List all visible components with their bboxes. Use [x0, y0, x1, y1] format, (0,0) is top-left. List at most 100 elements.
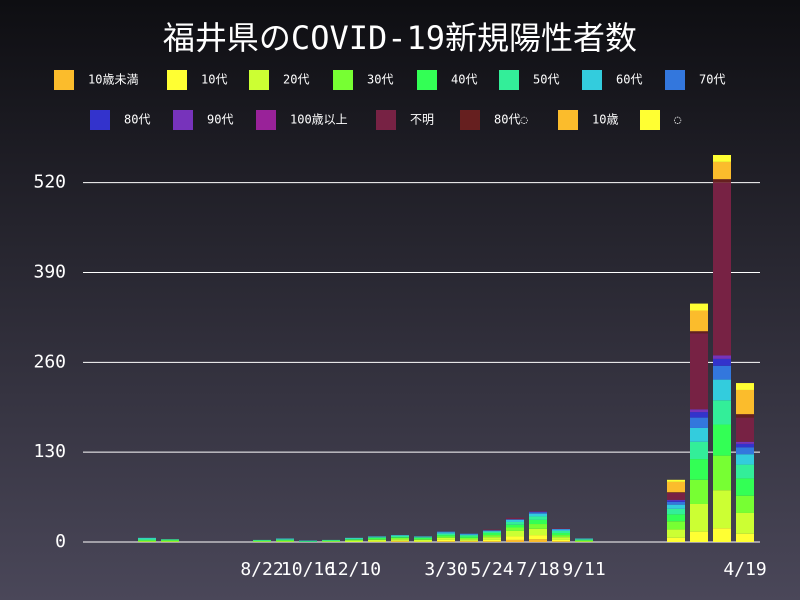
- legend-swatch: [333, 70, 353, 90]
- bar-segment: [391, 541, 409, 542]
- bar-segment: [437, 535, 455, 537]
- bar-segment: [414, 541, 432, 542]
- bar-segment: [345, 539, 363, 540]
- bar-segment: [667, 521, 685, 530]
- bar-segment: [736, 441, 754, 444]
- bar-segment: [322, 539, 340, 541]
- bar-segment: [529, 511, 547, 513]
- bar-segment: [690, 303, 708, 311]
- legend-label: 80代: [124, 113, 150, 127]
- x-tick-label: 8/22: [240, 559, 283, 580]
- bar-segment: [690, 331, 708, 334]
- bar-segment: [391, 540, 409, 542]
- legend-swatch: [376, 110, 396, 130]
- x-tick-label: 12/10: [327, 559, 381, 580]
- bar-segment: [276, 538, 294, 540]
- legend-swatch: [460, 110, 480, 130]
- bar-segment: [414, 536, 432, 538]
- legend-swatch: [256, 110, 276, 130]
- legend-swatch: [54, 70, 74, 90]
- x-tick-label: 3/30: [424, 559, 467, 580]
- bar-segment: [552, 533, 570, 536]
- bar-segment: [506, 524, 524, 528]
- bar-segment: [552, 535, 570, 538]
- bar-segment: [391, 537, 409, 538]
- bar-segment: [460, 535, 478, 537]
- bar-segment: [552, 530, 570, 534]
- bar-segment: [529, 524, 547, 529]
- bar-segment: [529, 513, 547, 517]
- legend-label: 90代: [207, 113, 233, 127]
- y-tick-label: 0: [55, 531, 66, 552]
- bar-segment: [437, 536, 455, 538]
- bar-segment: [736, 454, 754, 465]
- bar-segment: [299, 541, 317, 542]
- bar-segment: [529, 512, 547, 514]
- bar-segment: [552, 528, 570, 530]
- bar-segment: [736, 443, 754, 448]
- bar-segment: [460, 540, 478, 542]
- bar-segment: [713, 528, 731, 542]
- bar-segment: [690, 441, 708, 460]
- legend-swatch: [417, 70, 437, 90]
- bar-segment: [161, 539, 179, 541]
- bar-segment: [161, 541, 179, 542]
- bar-segment: [414, 537, 432, 540]
- x-tick-label: 7/18: [516, 559, 559, 580]
- bar-segment: [667, 481, 685, 493]
- bar-segment: [391, 537, 409, 540]
- bar-segment: [667, 499, 685, 501]
- bar-segment: [368, 539, 386, 542]
- bar-segment: [483, 535, 501, 538]
- bar-segment: [460, 537, 478, 540]
- bar-segment: [506, 527, 524, 531]
- bar-segment: [460, 541, 478, 542]
- legend-swatch: [665, 70, 685, 90]
- bar-segment: [483, 531, 501, 534]
- bar-segment: [414, 539, 432, 542]
- bar-segment: [345, 539, 363, 541]
- bar-segment: [713, 355, 731, 359]
- bar-segment: [713, 400, 731, 425]
- legend-swatch: [167, 70, 187, 90]
- bar-segment: [253, 541, 271, 542]
- bar-segment: [690, 310, 708, 332]
- bar-segment: [552, 528, 570, 529]
- bar-segment: [690, 409, 708, 413]
- bar-segment: [667, 500, 685, 502]
- bar-segment: [529, 535, 547, 540]
- bar-segment: [437, 533, 455, 536]
- x-tick-label: 5/24: [470, 559, 513, 580]
- legend-label: 10代: [201, 73, 227, 87]
- legend-label: 70代: [699, 73, 725, 87]
- bar-segment: [552, 539, 570, 542]
- bar-segment: [552, 537, 570, 540]
- bar-segment: [437, 532, 455, 534]
- bar-segment: [483, 539, 501, 542]
- bar-segment: [414, 537, 432, 538]
- bar-segment: [345, 540, 363, 542]
- legend-label: 40代: [451, 73, 477, 87]
- bar-segment: [529, 516, 547, 520]
- bar-segment: [736, 495, 754, 513]
- bar-segment: [506, 536, 524, 540]
- bar-segment: [529, 510, 547, 512]
- bar-segment: [253, 540, 271, 542]
- bar-segment: [736, 417, 754, 442]
- legend-swatch: [249, 70, 269, 90]
- bar-segment: [483, 530, 501, 531]
- bar-segment: [552, 529, 570, 531]
- bar-segment: [736, 383, 754, 390]
- bar-segment: [529, 519, 547, 525]
- bar-segment: [667, 492, 685, 493]
- legend-label: 50代: [533, 73, 559, 87]
- bar-segment: [276, 540, 294, 542]
- bar-segment: [506, 530, 524, 537]
- bar-segment: [368, 536, 386, 538]
- bar-segment: [667, 501, 685, 505]
- legend-swatch: [499, 70, 519, 90]
- bar-segment: [667, 492, 685, 500]
- bar-segment: [690, 503, 708, 532]
- y-tick-label: 260: [33, 351, 66, 372]
- bar-segment: [506, 517, 524, 520]
